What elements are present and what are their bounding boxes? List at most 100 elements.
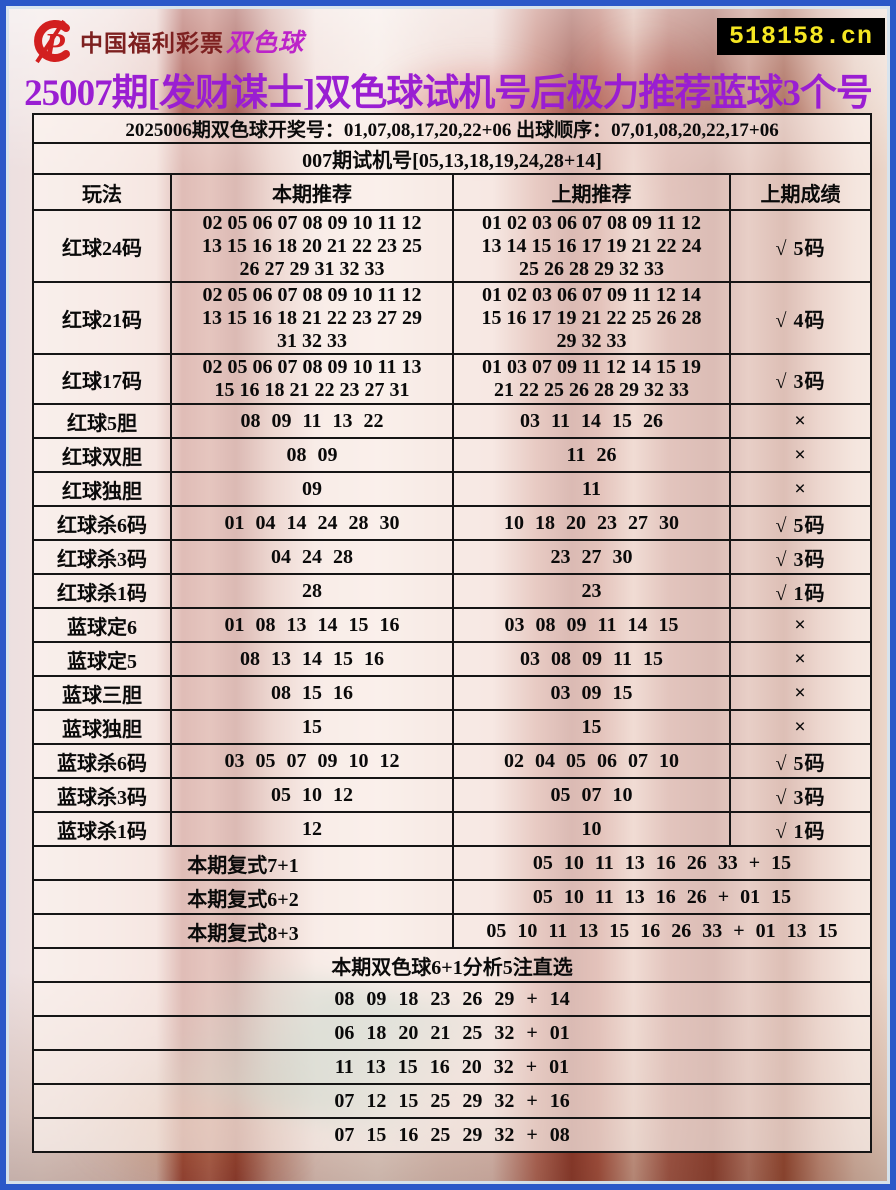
analysis-title-cell: 本期双色球6+1分析5注直选 xyxy=(31,947,873,983)
table-row: 红球杀1码 28 23 √ 1码 xyxy=(32,573,873,609)
table-row: 蓝球杀6码 03 05 07 09 10 12 02 04 05 06 07 1… xyxy=(32,743,873,779)
previous-cell: 03 08 09 11 14 15 xyxy=(452,607,731,643)
result-cell: √ 3码 xyxy=(728,539,873,575)
play-cell: 红球双胆 xyxy=(32,437,172,473)
play-cell: 蓝球杀1码 xyxy=(32,811,172,847)
brand-name: 中国福利彩票 xyxy=(80,30,224,56)
table-row: 红球21码 02 05 06 07 08 09 10 11 12 13 15 1… xyxy=(32,281,873,355)
table-row: 红球独胆 09 11 × xyxy=(32,471,873,507)
current-cell: 05 10 12 xyxy=(170,777,454,813)
table-row: 蓝球独胆 15 15 × xyxy=(32,709,873,745)
header-play: 玩法 xyxy=(32,173,172,211)
prediction-table: 2025006期双色球开奖号：01,07,08,17,20,22+06 出球顺序… xyxy=(31,113,873,1153)
table-row: 本期复式7+1 05 10 11 13 16 26 33 + 15 xyxy=(32,845,873,881)
play-cell: 蓝球杀6码 xyxy=(32,743,172,779)
table-row: 2025006期双色球开奖号：01,07,08,17,20,22+06 出球顺序… xyxy=(31,113,873,144)
table-row: 红球双胆 08 09 11 26 × xyxy=(32,437,873,473)
fushi-label-cell: 本期复式8+3 xyxy=(32,913,454,949)
result-cell: × xyxy=(728,437,873,473)
current-cell: 08 13 14 15 16 xyxy=(170,641,454,677)
result-cell: × xyxy=(728,709,873,745)
play-cell: 红球杀1码 xyxy=(32,573,172,609)
table-row: 本期复式8+3 05 10 11 13 15 16 26 33 + 01 13 … xyxy=(32,913,873,949)
page-title: 25007期[发财谋士]双色球试机号后极力推荐蓝球3个号 xyxy=(24,73,873,114)
pick-cell: 07 12 15 25 29 32 + 16 xyxy=(31,1083,873,1119)
table-row: 11 13 15 16 20 32 + 01 xyxy=(31,1049,873,1085)
play-cell: 红球5胆 xyxy=(32,403,172,439)
result-cell: × xyxy=(728,675,873,711)
play-cell: 红球21码 xyxy=(32,281,172,355)
previous-cell: 11 26 xyxy=(452,437,731,473)
previous-cell: 05 07 10 xyxy=(452,777,731,813)
current-cell: 01 08 13 14 15 16 xyxy=(170,607,454,643)
result-cell: × xyxy=(728,403,873,439)
result-cell: √ 5码 xyxy=(728,743,873,779)
table-row: 07 15 16 25 29 32 + 08 xyxy=(31,1117,873,1153)
table-row: 红球17码 02 05 06 07 08 09 10 11 13 15 16 1… xyxy=(32,353,873,405)
table-row: 蓝球定6 01 08 13 14 15 16 03 08 09 11 14 15… xyxy=(32,607,873,643)
result-cell: × xyxy=(728,471,873,507)
table-row: 007期试机号[05,13,18,19,24,28+14] xyxy=(31,142,873,175)
play-cell: 蓝球定6 xyxy=(32,607,172,643)
previous-cell: 01 03 07 09 11 12 14 15 19 21 22 25 26 2… xyxy=(452,353,731,405)
pick-cell: 08 09 18 23 26 29 + 14 xyxy=(31,981,873,1017)
table-row: 红球杀3码 04 24 28 23 27 30 √ 3码 xyxy=(32,539,873,575)
result-cell: √ 1码 xyxy=(728,573,873,609)
table-row: 本期双色球6+1分析5注直选 xyxy=(31,947,873,983)
test-number-cell: 007期试机号[05,13,18,19,24,28+14] xyxy=(31,142,873,175)
previous-cell: 03 09 15 xyxy=(452,675,731,711)
current-cell: 03 05 07 09 10 12 xyxy=(170,743,454,779)
previous-cell: 23 27 30 xyxy=(452,539,731,575)
current-cell: 08 15 16 xyxy=(170,675,454,711)
current-cell: 15 xyxy=(170,709,454,745)
site-url-badge: 518158.cn xyxy=(716,18,885,55)
table-row: 本期复式6+2 05 10 11 13 16 26 + 01 15 xyxy=(32,879,873,915)
current-cell: 08 09 11 13 22 xyxy=(170,403,454,439)
current-cell: 04 24 28 xyxy=(170,539,454,575)
fushi-label-cell: 本期复式6+2 xyxy=(32,879,454,915)
play-cell: 红球17码 xyxy=(32,353,172,405)
table-row: 07 12 15 25 29 32 + 16 xyxy=(31,1083,873,1119)
result-cell: √ 4码 xyxy=(728,281,873,355)
pick-cell: 11 13 15 16 20 32 + 01 xyxy=(31,1049,873,1085)
current-cell: 02 05 06 07 08 09 10 11 12 13 15 16 18 2… xyxy=(170,209,454,283)
play-cell: 蓝球定5 xyxy=(32,641,172,677)
current-cell: 09 xyxy=(170,471,454,507)
play-cell: 红球独胆 xyxy=(32,471,172,507)
result-cell: √ 3码 xyxy=(728,777,873,813)
play-cell: 蓝球杀3码 xyxy=(32,777,172,813)
result-cell: √ 5码 xyxy=(728,505,873,541)
draw-result-cell: 2025006期双色球开奖号：01,07,08,17,20,22+06 出球顺序… xyxy=(31,113,873,144)
fushi-value-cell: 05 10 11 13 16 26 33 + 15 xyxy=(451,845,873,881)
table-row: 蓝球定5 08 13 14 15 16 03 08 09 11 15 × xyxy=(32,641,873,677)
table-row: 06 18 20 21 25 32 + 01 xyxy=(31,1015,873,1051)
previous-cell: 01 02 03 06 07 09 11 12 14 15 16 17 19 2… xyxy=(452,281,731,355)
pick-cell: 06 18 20 21 25 32 + 01 xyxy=(31,1015,873,1051)
play-cell: 红球杀3码 xyxy=(32,539,172,575)
previous-cell: 10 18 20 23 27 30 xyxy=(452,505,731,541)
current-cell: 01 04 14 24 28 30 xyxy=(170,505,454,541)
previous-cell: 15 xyxy=(452,709,731,745)
result-cell: √ 1码 xyxy=(728,811,873,847)
previous-cell: 23 xyxy=(452,573,731,609)
current-cell: 02 05 06 07 08 09 10 11 12 13 15 16 18 2… xyxy=(170,281,454,355)
svg-text:P: P xyxy=(43,27,65,64)
header-current-recommend: 本期推荐 xyxy=(170,173,454,211)
table-header-row: 玩法 本期推荐 上期推荐 上期成绩 xyxy=(32,173,873,211)
current-cell: 02 05 06 07 08 09 10 11 13 15 16 18 21 2… xyxy=(170,353,454,405)
table-row: 蓝球杀1码 12 10 √ 1码 xyxy=(32,811,873,847)
previous-cell: 03 08 09 11 15 xyxy=(452,641,731,677)
table-row: 红球24码 02 05 06 07 08 09 10 11 12 13 15 1… xyxy=(32,209,873,283)
table-row: 红球杀6码 01 04 14 24 28 30 10 18 20 23 27 3… xyxy=(32,505,873,541)
fushi-value-cell: 05 10 11 13 15 16 26 33 + 01 13 15 xyxy=(451,913,873,949)
previous-cell: 10 xyxy=(452,811,731,847)
lottery-logo-icon: P xyxy=(28,18,80,64)
current-cell: 08 09 xyxy=(170,437,454,473)
previous-cell: 11 xyxy=(452,471,731,507)
play-cell: 红球杀6码 xyxy=(32,505,172,541)
header-previous-result: 上期成绩 xyxy=(728,173,873,211)
fushi-label-cell: 本期复式7+1 xyxy=(32,845,454,881)
table-row: 08 09 18 23 26 29 + 14 xyxy=(31,981,873,1017)
previous-cell: 03 11 14 15 26 xyxy=(452,403,731,439)
